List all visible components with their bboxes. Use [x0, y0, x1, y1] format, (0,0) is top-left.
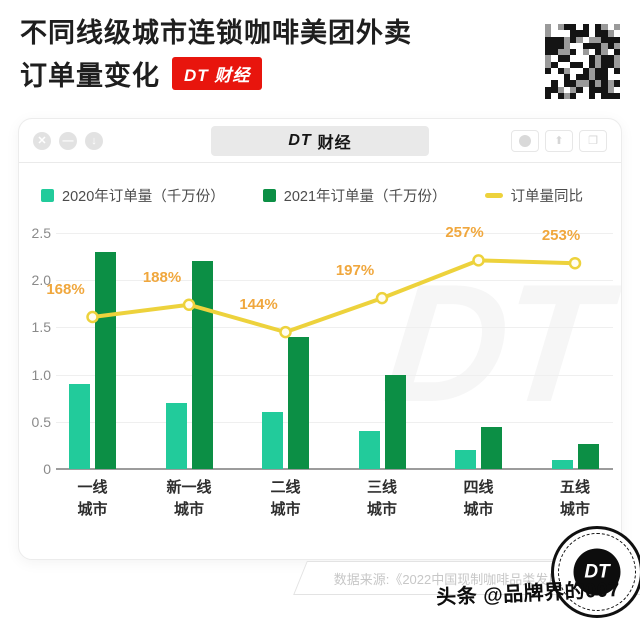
- line-marker: [279, 325, 292, 339]
- chart-card: ✕ — ↓ DT 财经 ⬆ ❐ 2020年订单量（千万份） 2021年订单量（千万份）…: [18, 118, 622, 560]
- bar-2020-2: [262, 412, 283, 469]
- page-title: 不同线级城市连锁咖啡美团外卖 订单量变化 DT 财经: [20, 16, 412, 93]
- stamp-dt-disc: DT: [573, 548, 621, 596]
- ratio-label-2: 144%: [239, 296, 278, 314]
- dt-stamp-logo: DT: [551, 526, 640, 618]
- x-label-4: 四线 城市: [463, 479, 494, 518]
- record-icon: [519, 134, 531, 147]
- x-axis-line: [56, 468, 613, 470]
- line-marker: [375, 291, 389, 305]
- dt-caijing-badge: DT 财经: [172, 57, 263, 91]
- bar-2021-1: [191, 261, 213, 469]
- chart-legend: 2020年订单量（千万份） 2021年订单量（千万份） 订单量同比: [41, 185, 583, 206]
- legend-item-0: 2020年订单量（千万份）: [41, 185, 225, 206]
- qr-code: [545, 24, 620, 99]
- legend-swatch-0: [41, 189, 54, 202]
- bar-2021-5: [577, 444, 599, 469]
- browser-title-text: 财经: [317, 135, 352, 152]
- x-label-5: 五线 城市: [559, 479, 590, 518]
- share-icon: ⬆: [554, 135, 564, 147]
- history-button[interactable]: ↓: [85, 131, 103, 150]
- legend-item-1: 2021年订单量（千万份）: [262, 185, 447, 206]
- y-tick-label: 1.0: [31, 366, 51, 383]
- windows-icon: ❐: [588, 135, 598, 147]
- gridline: [56, 421, 613, 423]
- legend-item-2: 订单量同比: [484, 185, 584, 206]
- gridline: [56, 374, 613, 376]
- browser-header: ✕ — ↓ DT 财经 ⬆ ❐: [19, 119, 621, 163]
- x-label-3: 三线 城市: [366, 479, 397, 518]
- bar-2020-0: [69, 384, 90, 469]
- bar-2021-4: [481, 426, 502, 469]
- x-label-0: 一线 城市: [77, 479, 108, 518]
- chart-plot-area: DT 2.5 2.0 1.5 1.0 0.5 0 168% 188% 144% 197% 257% 2…: [19, 119, 621, 559]
- ratio-label-4: 257%: [445, 224, 484, 242]
- bar-2020-1: [165, 402, 187, 469]
- ratio-label-1: 188%: [142, 268, 182, 286]
- legend-label-1: 2021年订单量（千万份）: [283, 189, 447, 205]
- legend-label-0: 2020年订单量（千万份）: [62, 189, 225, 205]
- page-title-line2: 订单量变化: [20, 61, 160, 92]
- dt-logo-text: DT: [288, 132, 312, 149]
- bar-2021-0: [95, 251, 116, 469]
- bar-2021-2: [288, 336, 309, 469]
- y-tick-label: 2.0: [31, 272, 51, 289]
- data-source-text: 数据来源:《2022中国现制咖啡品类发展报告》: [333, 571, 601, 587]
- legend-swatch-2: [484, 193, 503, 198]
- x-label-2: 二线 城市: [270, 479, 301, 518]
- record-button[interactable]: [511, 129, 539, 152]
- ratio-label-3: 197%: [335, 262, 375, 280]
- y-tick-label: 1.5: [31, 319, 51, 336]
- page-title-line1: 不同线级城市连锁咖啡美团外卖: [20, 18, 412, 48]
- ratio-label-0: 168%: [46, 281, 85, 299]
- minimize-button[interactable]: —: [59, 131, 77, 150]
- legend-label-2: 订单量同比: [510, 189, 584, 205]
- bar-2020-5: [551, 459, 573, 469]
- y-tick-label: 2.5: [31, 225, 51, 241]
- gridline: [56, 327, 613, 329]
- legend-swatch-1: [262, 189, 276, 202]
- bar-2021-3: [384, 374, 406, 469]
- bar-2020-3: [358, 431, 380, 469]
- y-tick-label: 0.5: [31, 413, 51, 430]
- close-button[interactable]: ✕: [33, 131, 51, 150]
- bar-2020-4: [455, 450, 476, 469]
- gridline: [56, 233, 613, 234]
- windows-button[interactable]: ❐: [579, 129, 607, 152]
- share-button[interactable]: ⬆: [545, 129, 573, 152]
- y-tick-label: 0: [43, 461, 51, 477]
- browser-title-pill: DT 财经: [211, 126, 429, 156]
- ratio-label-5: 253%: [541, 227, 581, 245]
- x-label-1: 新一线 城市: [166, 479, 212, 518]
- dt-background-watermark: DT: [377, 247, 609, 440]
